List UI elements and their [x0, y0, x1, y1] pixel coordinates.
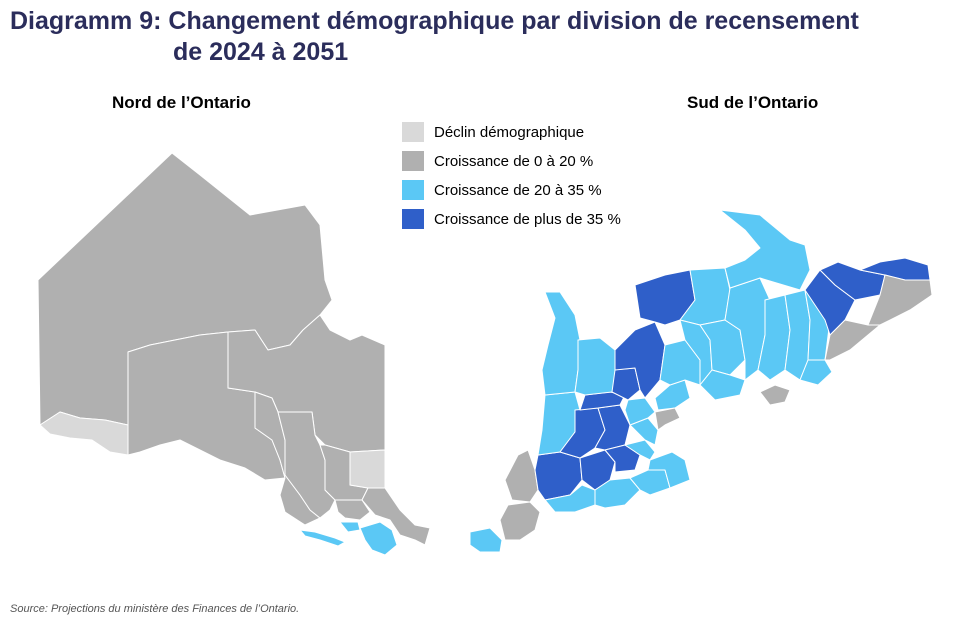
- north-map-label: Nord de l’Ontario: [112, 93, 251, 112]
- legend: Déclin démographique Croissance de 0 à 2…: [402, 121, 621, 237]
- southern-ontario-map: [469, 209, 933, 553]
- legend-label-growth-20-35: Croissance de 20 à 35 %: [434, 181, 602, 199]
- division-niagara[interactable]: [647, 451, 691, 489]
- division-lambton[interactable]: [504, 449, 539, 503]
- division-south-small[interactable]: [339, 521, 361, 533]
- division-greater-sudbury[interactable]: [334, 499, 371, 521]
- legend-swatch-growth-20-35: [402, 180, 424, 200]
- division-simcoe[interactable]: [614, 321, 666, 399]
- division-prince-edward[interactable]: [759, 384, 791, 406]
- northern-ontario-map: [37, 152, 431, 556]
- division-decline-east[interactable]: [349, 449, 386, 489]
- division-sudbury-district[interactable]: [277, 411, 336, 519]
- source-note: Source: Projections du ministère des Fin…: [10, 603, 300, 615]
- legend-item-growth-20-35: Croissance de 20 à 35 %: [402, 179, 621, 201]
- legend-label-growth-35-plus: Croissance de plus de 35 %: [434, 210, 621, 228]
- division-manitoulin[interactable]: [299, 529, 346, 547]
- title-line-2: de 2024 à 2051: [173, 38, 349, 66]
- division-stormont[interactable]: [867, 274, 933, 326]
- division-grey[interactable]: [574, 337, 616, 396]
- division-norfolk[interactable]: [594, 477, 641, 509]
- division-dundas[interactable]: [824, 319, 881, 361]
- legend-swatch-decline: [402, 122, 424, 142]
- division-renfrew[interactable]: [719, 209, 811, 291]
- south-map-label: Sud de l’Ontario: [687, 93, 819, 112]
- title-line-1: Diagramm 9: Changement démographique par…: [10, 7, 859, 35]
- division-leeds[interactable]: [799, 359, 833, 386]
- legend-item-growth-35-plus: Croissance de plus de 35 %: [402, 208, 621, 230]
- division-chatham-kent[interactable]: [499, 501, 541, 541]
- legend-item-decline: Déclin démographique: [402, 121, 621, 143]
- division-bruce[interactable]: [541, 291, 581, 396]
- division-essex[interactable]: [469, 527, 503, 553]
- division-nipissing[interactable]: [361, 487, 431, 546]
- division-toronto[interactable]: [654, 407, 681, 431]
- division-hamilton[interactable]: [624, 439, 656, 461]
- legend-label-growth-0-20: Croissance de 0 à 20 %: [434, 152, 594, 170]
- legend-label-decline: Déclin démographique: [434, 123, 585, 141]
- chart-title: Diagramm 9: Changement démographique par…: [10, 6, 950, 68]
- division-parry-sound[interactable]: [359, 521, 398, 556]
- legend-swatch-growth-0-20: [402, 151, 424, 171]
- legend-item-growth-0-20: Croissance de 0 à 20 %: [402, 150, 621, 172]
- division-hastings[interactable]: [724, 277, 771, 381]
- legend-swatch-growth-35-plus: [402, 209, 424, 229]
